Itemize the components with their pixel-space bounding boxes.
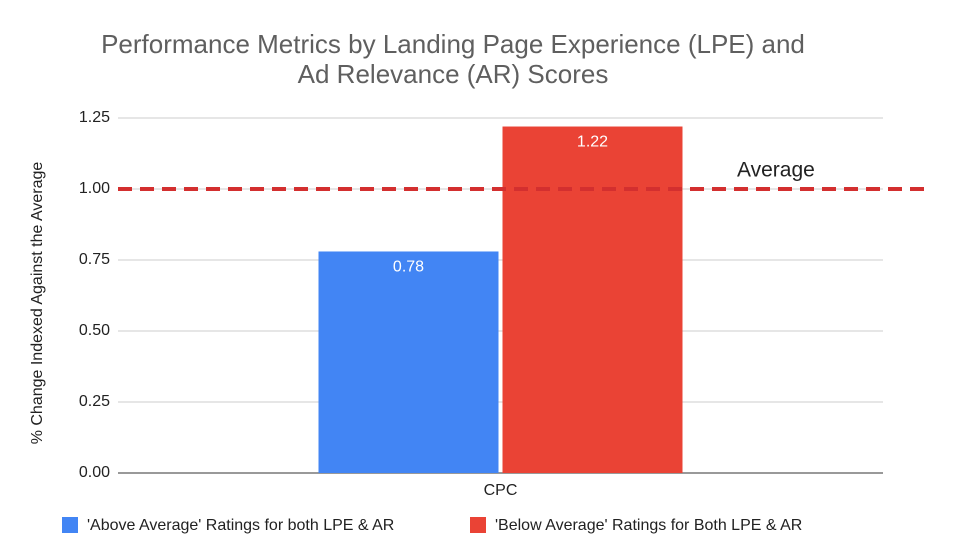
legend-swatch [62,517,78,533]
chart-title: Ad Relevance (AR) Scores [298,59,609,89]
legend-swatch [470,517,486,533]
reference-label: Average [737,159,815,182]
data-label: 0.78 [393,259,424,276]
bar [318,251,499,473]
x-tick-label: CPC [484,482,518,499]
y-tick-label: 0.25 [79,393,110,410]
chart-title: Performance Metrics by Landing Page Expe… [101,29,805,59]
y-tick-label: 1.25 [79,109,110,126]
legend-label: 'Below Average' Ratings for Both LPE & A… [495,517,802,534]
data-label: 1.22 [577,134,608,151]
y-tick-label: 0.50 [79,322,110,339]
y-axis-label: % Change Indexed Against the Average [29,162,46,445]
y-tick-label: 0.75 [79,251,110,268]
legend-label: 'Above Average' Ratings for both LPE & A… [87,517,394,534]
bar [502,126,683,474]
y-tick-label: 1.00 [79,180,110,197]
y-tick-label: 0.00 [79,464,110,481]
